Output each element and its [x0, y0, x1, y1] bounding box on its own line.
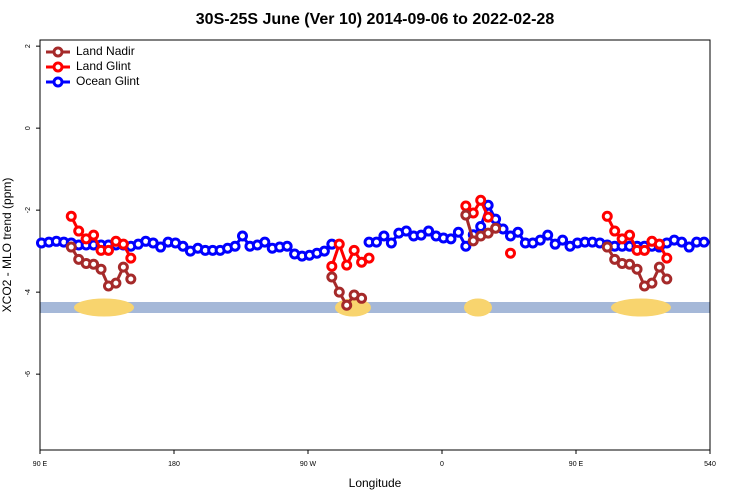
data-point [341, 259, 353, 271]
legend-label: Land Nadir [76, 44, 135, 58]
data-point [638, 244, 650, 256]
data-point [534, 234, 546, 246]
data-point [125, 273, 137, 285]
data-point [460, 209, 472, 221]
data-point [400, 225, 412, 237]
data-point [348, 244, 360, 256]
data-point [326, 271, 338, 283]
legend-marker [52, 46, 64, 58]
y-axis-label: XCO2 - MLO trend (ppm) [0, 178, 14, 313]
y-tick-label: -4 [25, 289, 32, 295]
data-point [65, 241, 77, 253]
data-point [467, 235, 479, 247]
data-point [370, 236, 382, 248]
data-point [88, 229, 100, 241]
data-point [117, 238, 129, 250]
x-tick-label: 180 [168, 461, 180, 468]
y-tick-label: 2 [25, 44, 32, 48]
x-axis-label: Longitude [349, 476, 402, 490]
series [65, 194, 673, 272]
data-point [460, 240, 472, 252]
data-point [490, 222, 502, 234]
data-point [259, 236, 271, 248]
data-point [653, 238, 665, 250]
y-tick-label: 0 [25, 126, 32, 130]
data-point [102, 244, 114, 256]
data-point [117, 261, 129, 273]
data-point [631, 263, 643, 275]
data-point [155, 241, 167, 253]
data-point [333, 286, 345, 298]
data-point [125, 252, 137, 264]
data-point [482, 211, 494, 223]
data-point [609, 225, 621, 237]
ocean-strip [40, 302, 710, 313]
legend-marker [52, 61, 64, 73]
data-point [653, 261, 665, 273]
data-point [356, 292, 368, 304]
data-point [646, 277, 658, 289]
data-point [475, 194, 487, 206]
data-point [661, 252, 673, 264]
data-point [445, 233, 457, 245]
legend-marker [52, 76, 64, 88]
data-point [229, 240, 241, 252]
data-point [423, 225, 435, 237]
data-point [475, 221, 487, 233]
data-point [95, 263, 107, 275]
data-point [512, 226, 524, 238]
land-patch [611, 298, 671, 317]
legend-label: Land Glint [76, 59, 131, 73]
data-point [363, 252, 375, 264]
data-point [542, 229, 554, 241]
land-patch [74, 298, 134, 317]
data-point [452, 226, 464, 238]
data-point [333, 238, 345, 250]
data-point [624, 229, 636, 241]
data-point [676, 236, 688, 248]
data-point [341, 299, 353, 311]
data-point [683, 241, 695, 253]
data-point [236, 230, 248, 242]
data-point [661, 273, 673, 285]
legend-label: Ocean Glint [76, 74, 140, 88]
data-point [460, 200, 472, 212]
x-tick-label: 90 E [33, 461, 48, 468]
chart-title: 30S-25S June (Ver 10) 2014-09-06 to 2022… [196, 11, 555, 28]
data-point [557, 234, 569, 246]
data-point [482, 227, 494, 239]
data-point [110, 277, 122, 289]
data-point [624, 258, 636, 270]
y-tick-label: -2 [25, 207, 32, 213]
data-point [177, 240, 189, 252]
series [65, 209, 673, 311]
data-point [73, 225, 85, 237]
data-point [504, 247, 516, 259]
data-point [385, 237, 397, 249]
x-tick-label: 540 [704, 461, 716, 468]
y-tick-label: -6 [25, 371, 32, 377]
land-ocean-band [40, 298, 710, 317]
data-point [698, 236, 710, 248]
x-tick-label: 0 [440, 461, 444, 468]
data-point [65, 210, 77, 222]
data-point [281, 240, 293, 252]
data-point [601, 210, 613, 222]
data-point [378, 230, 390, 242]
x-tick-label: 90 W [300, 461, 317, 468]
data-point [326, 260, 338, 272]
data-point [88, 258, 100, 270]
data-point [601, 241, 613, 253]
x-tick-label: 90 E [569, 461, 584, 468]
land-patch [464, 298, 492, 317]
data-point [318, 245, 330, 257]
